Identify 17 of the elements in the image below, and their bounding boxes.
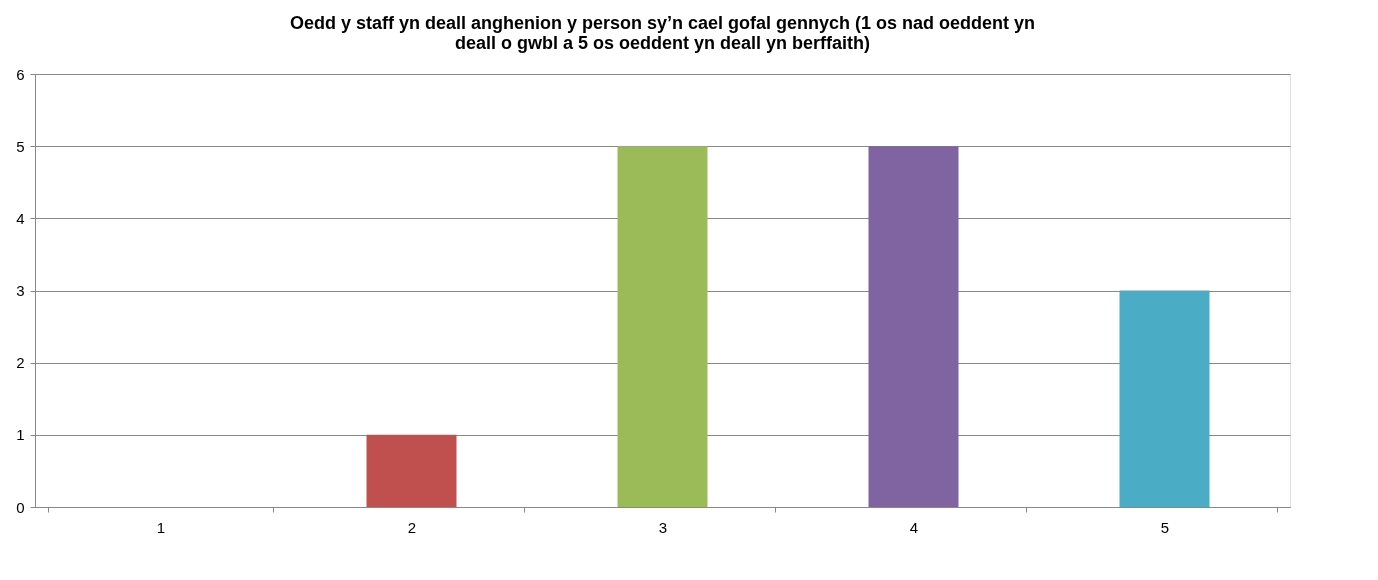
y-tick-label: 5 (16, 137, 25, 155)
x-tick-label: 1 (156, 518, 166, 536)
y-tick-label: 0 (16, 498, 25, 516)
bar (617, 146, 708, 507)
y-tick-label: 3 (16, 282, 25, 299)
bar (1119, 290, 1210, 507)
y-tick-label: 6 (16, 65, 25, 83)
x-tick-label: 3 (658, 518, 668, 536)
bar (868, 146, 959, 507)
y-tick-label: 2 (16, 354, 25, 372)
x-tick-label: 2 (407, 518, 417, 536)
bar (366, 434, 457, 507)
y-tick-label: 4 (16, 209, 25, 227)
x-tick-label: 4 (909, 518, 919, 536)
y-tick-label: 1 (16, 426, 25, 444)
x-tick-label: 5 (1160, 518, 1170, 536)
chart-title: Oedd y staff yn deall anghenion y person sy’n cael gofal gennych (1 os nad oeddent yn deall o gwbl a 5 os oeddent yn deall yn berffaith) (289, 13, 1036, 53)
